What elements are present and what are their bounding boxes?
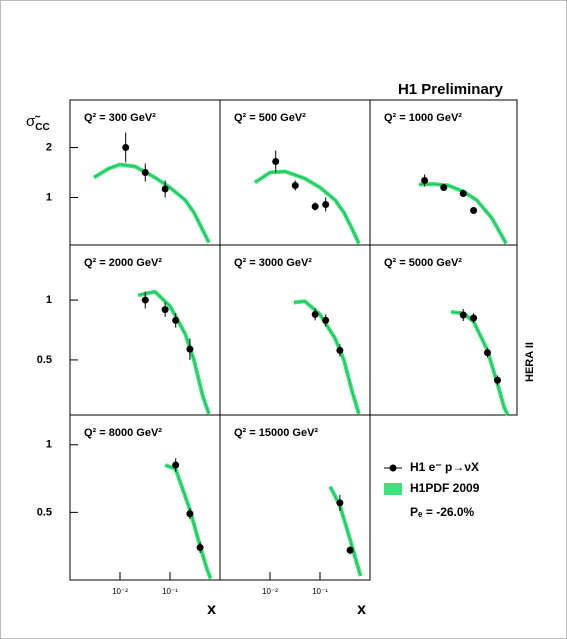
panel-title: Q² = 300 GeV² <box>84 112 156 124</box>
x-tick-label: 10⁻² <box>262 587 278 596</box>
legend-band-label: H1PDF 2009 <box>410 481 480 495</box>
pdf-line <box>418 183 507 244</box>
data-point <box>440 184 448 191</box>
data-point <box>322 316 330 324</box>
x-axis-label: x <box>357 601 366 618</box>
y-tick-label: 2 <box>46 141 52 153</box>
data-point <box>196 544 204 552</box>
legend: H1 e⁻ p→νX H1PDF 2009 Pₑ = -26.0% <box>384 460 480 519</box>
y-label-sub: CC <box>35 122 49 133</box>
data-point <box>161 185 169 193</box>
legend-points: H1 e⁻ p→νX <box>410 460 479 474</box>
data-point <box>311 310 319 318</box>
data-point <box>311 203 319 210</box>
data-point <box>470 314 478 322</box>
pdf-line <box>137 291 210 414</box>
x-tick-label: 10⁻¹ <box>162 587 178 596</box>
data-point <box>336 346 344 354</box>
data-point <box>421 177 429 184</box>
panel-title: Q² = 500 GeV² <box>234 112 306 124</box>
data-point <box>272 158 280 165</box>
data-point <box>161 306 169 314</box>
pdf-line <box>93 163 210 243</box>
legend-band <box>384 483 402 495</box>
panel-title: Q² = 2000 GeV² <box>84 257 162 269</box>
y-tick-label: 1 <box>46 191 52 203</box>
y-tick-label: 0.5 <box>37 506 52 518</box>
y-tick-label: 0.5 <box>37 354 52 366</box>
data-point <box>186 510 194 518</box>
panel-title: Q² = 5000 GeV² <box>384 257 462 269</box>
side-label: HERA II <box>524 342 536 382</box>
pdf-line <box>165 464 212 579</box>
data-point <box>141 296 149 304</box>
panel-title: Q² = 1000 GeV² <box>384 112 462 124</box>
legend-note: Pₑ = -26.0% <box>410 505 475 519</box>
pdf-line <box>329 486 362 577</box>
y-tick-label: 1 <box>46 294 52 306</box>
pdf-line <box>254 170 360 244</box>
panel-title: Q² = 15000 GeV² <box>234 427 318 439</box>
x-tick-label: 10⁻² <box>112 587 128 596</box>
data-point <box>172 316 180 324</box>
data-point <box>459 190 467 197</box>
data-point <box>494 376 502 384</box>
panel-title: Q² = 3000 GeV² <box>234 257 312 269</box>
x-tick-label: 10⁻¹ <box>312 587 328 596</box>
panel-title: Q² = 8000 GeV² <box>84 427 162 439</box>
data-point <box>322 201 330 208</box>
data-point <box>346 546 354 554</box>
panel-frame <box>369 244 518 416</box>
y-tick-label: 1 <box>46 439 52 451</box>
x-axis-label: x <box>207 601 216 618</box>
data-point <box>459 311 467 319</box>
data-point <box>483 349 491 357</box>
pdf-line <box>293 300 360 414</box>
panel-frame <box>219 414 371 581</box>
legend-point <box>389 464 397 472</box>
data-point <box>470 207 478 214</box>
data-point <box>172 461 180 469</box>
data-point <box>122 144 130 151</box>
chart-title: H1 Preliminary <box>398 81 504 98</box>
data-point <box>141 169 149 176</box>
data-point <box>186 345 194 353</box>
data-point <box>291 182 299 189</box>
data-point <box>336 499 344 507</box>
